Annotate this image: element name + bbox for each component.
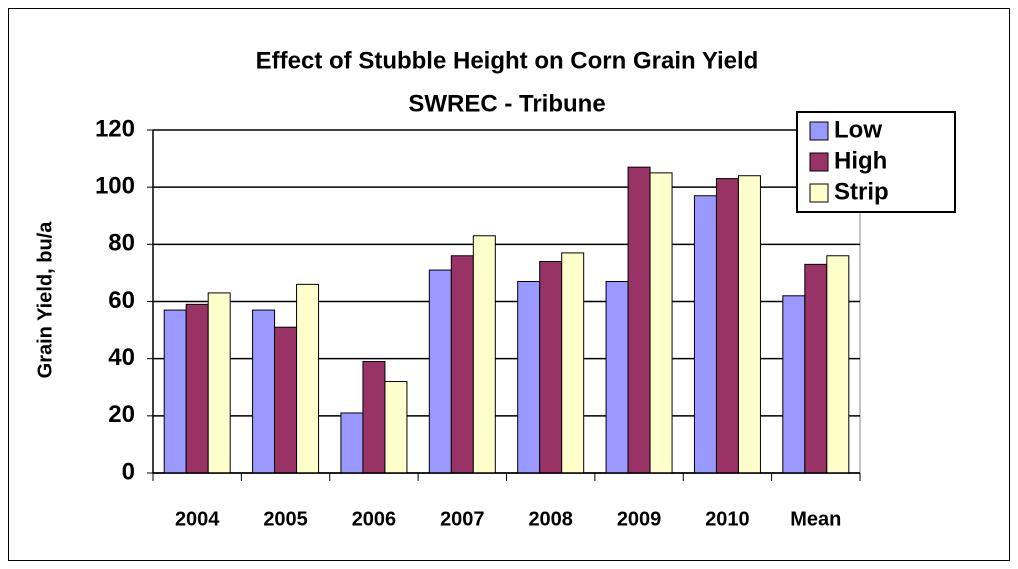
legend-swatch bbox=[809, 183, 829, 203]
y-tick-label: 100 bbox=[95, 173, 135, 200]
bar bbox=[450, 255, 474, 474]
legend-label: High bbox=[834, 147, 887, 174]
bar bbox=[428, 269, 452, 474]
y-tick-label: 40 bbox=[108, 344, 135, 371]
y-tick-label: 120 bbox=[95, 115, 135, 142]
bar bbox=[185, 303, 209, 474]
x-tick-label: 2005 bbox=[263, 508, 308, 530]
bar bbox=[274, 326, 298, 474]
bar bbox=[605, 280, 629, 474]
bar bbox=[296, 283, 320, 474]
legend-swatch bbox=[809, 121, 829, 141]
bar bbox=[693, 195, 717, 474]
bar bbox=[539, 260, 563, 474]
y-tick-label: 0 bbox=[122, 458, 135, 485]
bar bbox=[207, 292, 231, 474]
bar bbox=[472, 235, 496, 474]
bar bbox=[163, 309, 187, 474]
bar bbox=[627, 166, 651, 474]
bar bbox=[737, 175, 761, 474]
bar bbox=[384, 381, 408, 474]
y-tick-label: 80 bbox=[108, 230, 135, 257]
x-tick-label: Mean bbox=[790, 508, 841, 530]
x-tick-label: 2006 bbox=[352, 508, 397, 530]
bar bbox=[252, 309, 276, 474]
x-tick-label: 2004 bbox=[175, 508, 220, 530]
bar bbox=[649, 172, 673, 474]
legend-label: Strip bbox=[834, 178, 889, 205]
bar bbox=[715, 178, 739, 474]
x-tick-label: 2010 bbox=[705, 508, 750, 530]
bar bbox=[782, 295, 806, 474]
bar bbox=[804, 263, 828, 474]
bar bbox=[561, 252, 585, 474]
x-tick-label: 2009 bbox=[617, 508, 662, 530]
legend-swatch bbox=[809, 152, 829, 172]
chart-subtitle: SWREC - Tribune bbox=[408, 90, 605, 117]
x-tick-label: 2008 bbox=[528, 508, 573, 530]
bar bbox=[517, 280, 541, 474]
bar bbox=[826, 255, 850, 474]
chart-title: Effect of Stubble Height on Corn Grain Y… bbox=[256, 47, 759, 74]
y-axis-label: Grain Yield, bu/a bbox=[34, 221, 56, 379]
y-tick-label: 20 bbox=[108, 401, 135, 428]
legend-label: Low bbox=[834, 116, 882, 143]
bar bbox=[362, 361, 386, 474]
y-tick-label: 60 bbox=[108, 287, 135, 314]
x-tick-label: 2007 bbox=[440, 508, 485, 530]
bar bbox=[340, 412, 364, 474]
